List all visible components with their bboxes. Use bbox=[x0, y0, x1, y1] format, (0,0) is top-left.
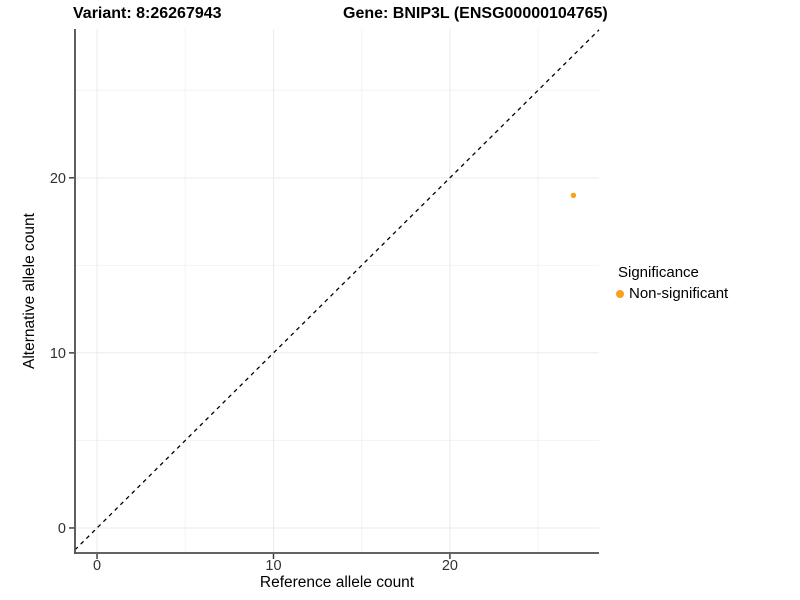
legend-item: Non-significant bbox=[616, 285, 728, 302]
identity-reference-line bbox=[74, 29, 600, 551]
legend: Significance Non-significant bbox=[616, 264, 728, 302]
legend-item-label: Non-significant bbox=[629, 285, 729, 302]
y-tick-label: 20 bbox=[50, 171, 66, 187]
y-tick-label: 10 bbox=[50, 346, 66, 362]
plot-title-gene: Gene: BNIP3L (ENSG00000104765) bbox=[343, 5, 608, 22]
x-axis-title: Reference allele count bbox=[259, 574, 415, 591]
x-tick-label: 20 bbox=[442, 558, 458, 574]
x-tick-label: 10 bbox=[265, 558, 281, 574]
data-point bbox=[570, 192, 577, 199]
legend-title: Significance bbox=[618, 264, 699, 281]
y-tick-label: 0 bbox=[58, 521, 66, 537]
legend-point-icon bbox=[616, 289, 624, 298]
plot-title-variant: Variant: 8:26267943 bbox=[73, 5, 222, 22]
x-tick-label: 0 bbox=[93, 558, 101, 574]
